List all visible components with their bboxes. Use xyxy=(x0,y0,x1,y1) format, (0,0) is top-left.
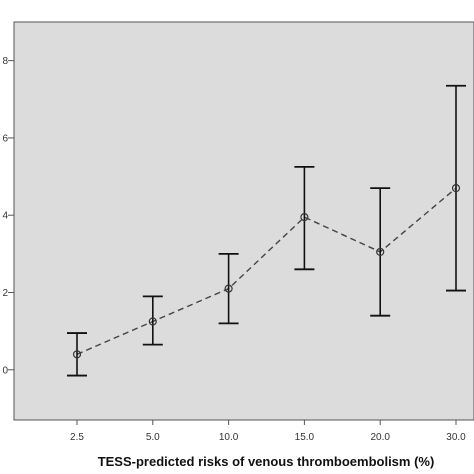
plot-area xyxy=(13,21,474,421)
x-tick-label: 30.0 xyxy=(446,432,466,443)
y-tick-label: 6 xyxy=(2,133,8,144)
mean-point xyxy=(300,213,309,222)
x-axis-title: TESS-predicted risks of venous thromboem… xyxy=(98,454,435,469)
data-points xyxy=(72,184,461,359)
mean-point xyxy=(451,184,461,193)
error-bar xyxy=(142,295,163,346)
y-tick-label: 8 xyxy=(2,56,8,67)
error-bar xyxy=(67,332,87,377)
y-tick-label: 0 xyxy=(2,365,8,376)
y-tick-label: 2 xyxy=(2,288,8,299)
error-bar xyxy=(294,166,315,271)
error-bar xyxy=(218,252,239,325)
y-tick-label: 4 xyxy=(2,211,8,222)
error-bar xyxy=(370,187,391,317)
error-bar xyxy=(446,84,466,292)
mean-point xyxy=(224,284,233,293)
mean-point xyxy=(376,247,385,257)
x-tick-label: 10.0 xyxy=(219,432,239,443)
x-tick-label: 5.0 xyxy=(146,432,160,443)
error-bars xyxy=(67,84,466,377)
x-tick-label: 20.0 xyxy=(370,432,390,443)
x-axis: 2.5 5.0 10.0 15.0 20.0 30.0 xyxy=(70,420,466,443)
y-axis: 8 6 4 2 0 xyxy=(2,56,14,376)
x-tick-label: 2.5 xyxy=(70,432,84,443)
mean-point xyxy=(148,317,157,326)
x-tick-label: 15.0 xyxy=(295,432,315,443)
mean-point xyxy=(72,350,82,359)
